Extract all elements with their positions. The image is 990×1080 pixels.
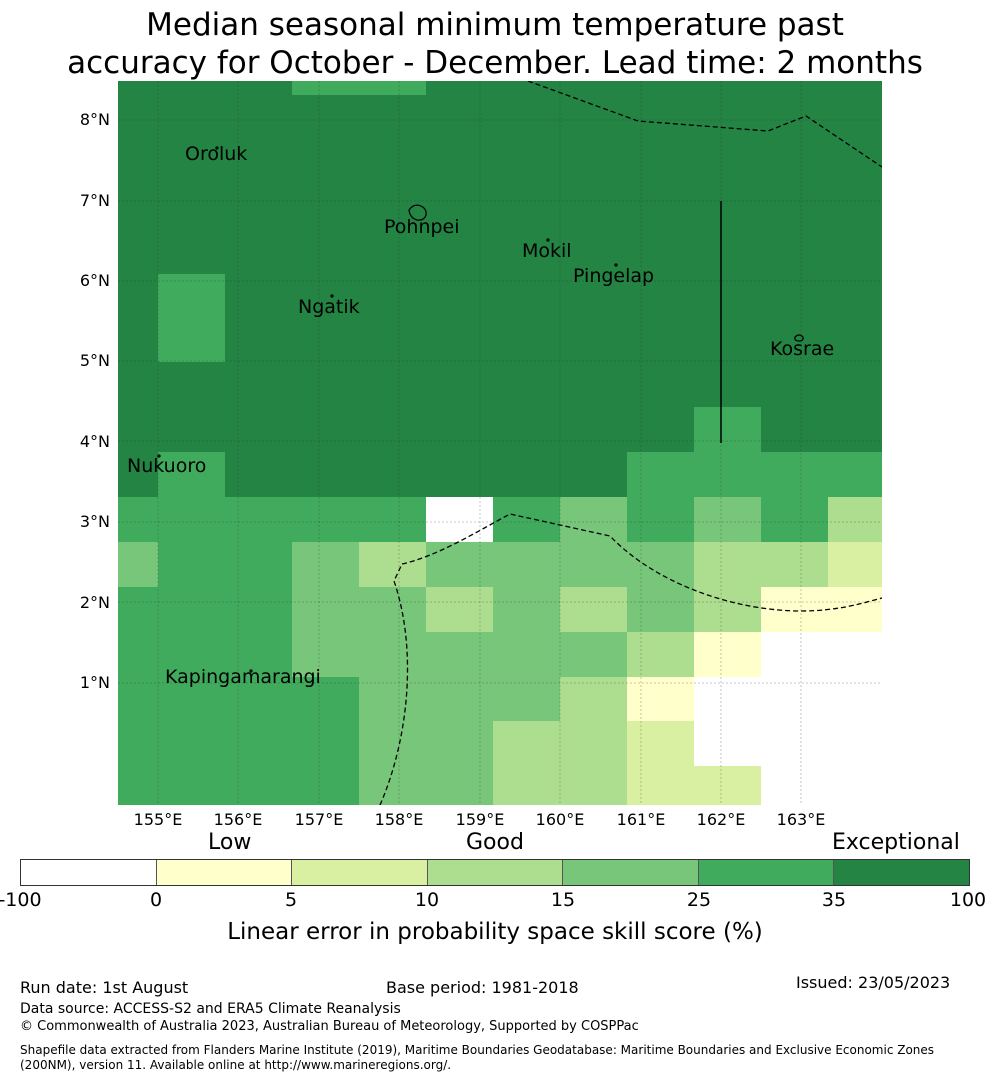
- map-canvas: Oroluk Pohnpei Mokil Pingelap Ngatik Kos…: [118, 81, 882, 805]
- colorbar-segment-3: [292, 860, 428, 885]
- colorbar-tick-100: 100: [949, 889, 987, 911]
- oroluk-atoll-dot: [215, 146, 219, 150]
- place-label-nukuoro: Nukuoro: [127, 455, 206, 477]
- base-period: Base period: 1981-2018: [386, 978, 579, 997]
- place-label-kapingamarangi: Kapingamarangi: [165, 666, 321, 688]
- place-label-ngatik: Ngatik: [298, 296, 360, 318]
- lon-label-162e: 162°E: [696, 810, 746, 829]
- legend-category-low: Low: [208, 830, 252, 855]
- shapefile-credit: Shapefile data extracted from Flanders M…: [20, 1043, 935, 1072]
- colorbar-tick-10: 10: [414, 889, 440, 911]
- lat-label-2n: 2°N: [79, 593, 110, 612]
- lat-label-5n: 5°N: [79, 351, 110, 370]
- island-outlines: [157, 146, 804, 673]
- colorbar-tick-0: 0: [149, 889, 163, 911]
- lat-label-4n: 4°N: [79, 432, 110, 451]
- lon-label-158e: 158°E: [374, 810, 424, 829]
- lon-label-161e: 161°E: [616, 810, 666, 829]
- data-source: Data source: ACCESS-S2 and ERA5 Climate …: [20, 1001, 401, 1017]
- colorbar-tick-35: 35: [821, 889, 847, 911]
- lat-label-1n: 1°N: [79, 673, 110, 692]
- colorbar: [20, 859, 970, 886]
- map-title-line-2: accuracy for October - December. Lead ti…: [67, 45, 923, 81]
- skill-grid: [118, 81, 882, 805]
- lon-label-157e: 157°E: [294, 810, 344, 829]
- colorbar-segment-1: [21, 860, 157, 885]
- colorbar-segment-4: [427, 860, 564, 885]
- kosrae-island-shape: [794, 334, 804, 342]
- lon-label-156e: 156°E: [213, 810, 263, 829]
- place-labels: Oroluk Pohnpei Mokil Pingelap Ngatik Kos…: [127, 143, 834, 688]
- place-label-kosrae: Kosrae: [770, 338, 834, 360]
- mokil-atoll-dot: [546, 238, 550, 242]
- lon-label-163e: 163°E: [776, 810, 826, 829]
- colorbar-tick-minus-100: -100: [0, 889, 42, 911]
- colorbar-segment-5: [563, 860, 699, 885]
- colorbar-segment-7: [834, 860, 970, 885]
- colorbar-title: Linear error in probability space skill …: [227, 919, 763, 945]
- legend-category-exceptional: Exceptional: [832, 830, 960, 855]
- ngatik-atoll-dot: [330, 294, 334, 298]
- issued-date: Issued: 23/05/2023: [796, 973, 951, 992]
- lon-label-160e: 160°E: [535, 810, 585, 829]
- run-date: Run date: 1st August: [20, 978, 189, 997]
- place-label-mokil: Mokil: [522, 240, 572, 262]
- lat-label-6n: 6°N: [79, 271, 110, 290]
- place-label-pohnpei: Pohnpei: [384, 216, 460, 238]
- lat-label-8n: 8°N: [79, 110, 110, 129]
- place-label-oroluk: Oroluk: [185, 143, 247, 165]
- legend-category-good: Good: [466, 830, 524, 855]
- colorbar-tick-25: 25: [686, 889, 712, 911]
- pingelap-atoll-dot: [614, 263, 618, 267]
- lon-label-159e: 159°E: [455, 810, 505, 829]
- map-title-line-1: Median seasonal minimum temperature past: [146, 7, 844, 43]
- place-label-pingelap: Pingelap: [573, 265, 654, 287]
- colorbar-tick-5: 5: [284, 889, 298, 911]
- colorbar-tick-15: 15: [550, 889, 576, 911]
- nukuoro-atoll-dot: [157, 454, 161, 458]
- lat-label-3n: 3°N: [79, 512, 110, 531]
- colorbar-segment-6: [698, 860, 835, 885]
- skill-score-map: Oroluk Pohnpei Mokil Pingelap Ngatik Kos…: [118, 81, 882, 805]
- kapingamarangi-atoll-dot: [249, 669, 253, 673]
- pohnpei-island-shape: [408, 204, 427, 221]
- lon-label-155e: 155°E: [133, 810, 183, 829]
- copyright-notice: © Commonwealth of Australia 2023, Austra…: [20, 1019, 639, 1034]
- lat-label-7n: 7°N: [79, 191, 110, 210]
- colorbar-segment-2: [156, 860, 293, 885]
